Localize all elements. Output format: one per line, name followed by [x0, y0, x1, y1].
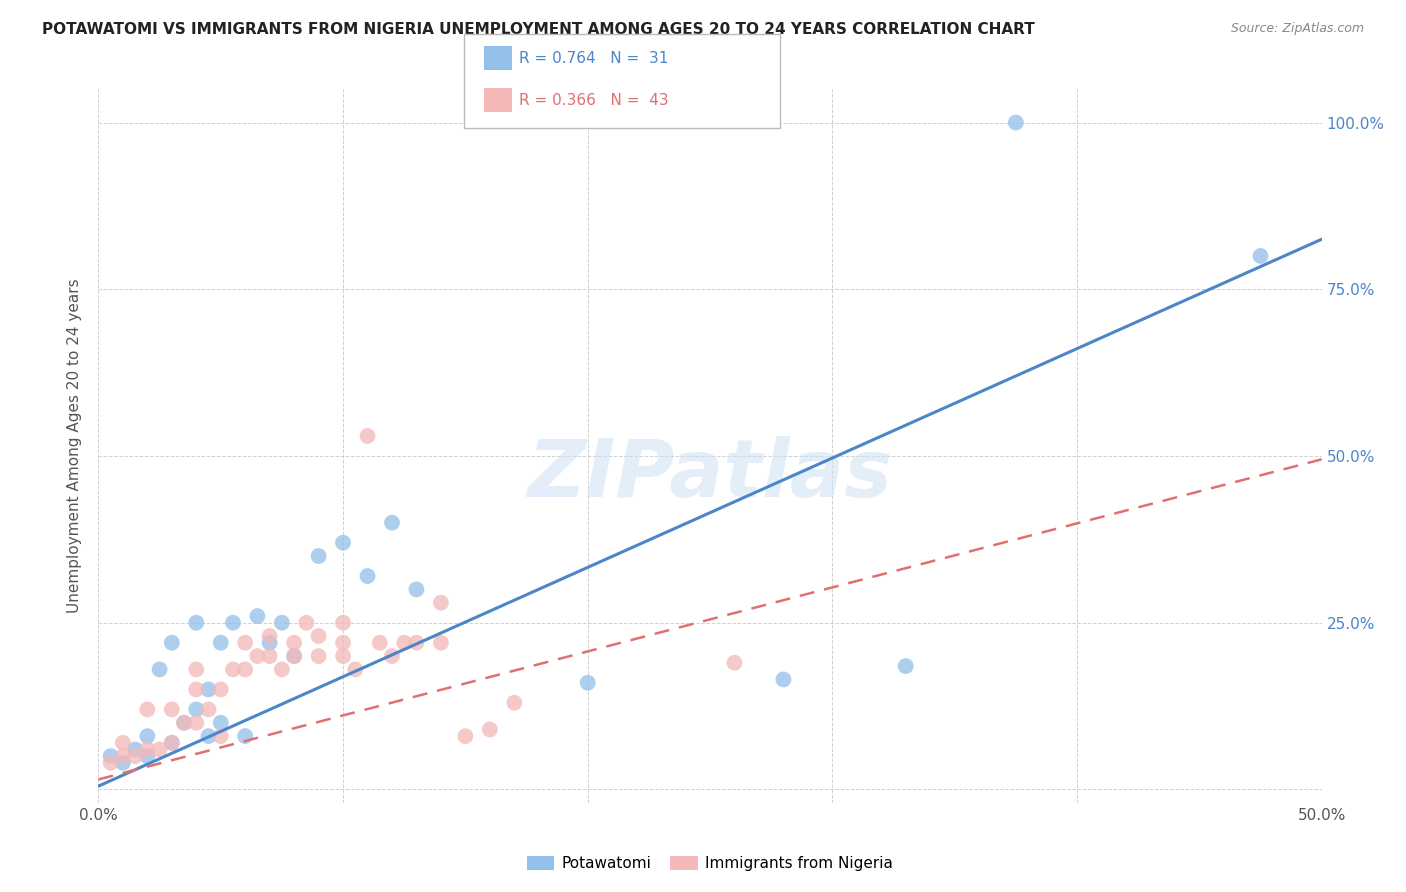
Point: [259, 649, 281, 664]
Point: [576, 675, 599, 690]
Point: [186, 615, 208, 630]
Text: ZIPatlas: ZIPatlas: [527, 435, 893, 514]
Point: [186, 662, 208, 676]
Point: [136, 702, 159, 716]
Point: [308, 649, 330, 664]
Point: [100, 756, 122, 770]
Point: [233, 636, 256, 650]
Point: [503, 696, 526, 710]
Point: [186, 715, 208, 730]
Point: [186, 682, 208, 697]
Point: [124, 749, 146, 764]
Point: [392, 636, 416, 650]
Point: [381, 516, 404, 530]
Point: [308, 549, 330, 563]
Point: [160, 636, 183, 650]
Point: [111, 736, 134, 750]
Point: [332, 535, 354, 549]
Point: [259, 629, 281, 643]
Legend: Potawatomi, Immigrants from Nigeria: Potawatomi, Immigrants from Nigeria: [520, 849, 900, 877]
Point: [246, 649, 269, 664]
Point: [149, 742, 172, 756]
Point: [295, 615, 318, 630]
Point: [259, 636, 281, 650]
Point: [186, 702, 208, 716]
Text: Source: ZipAtlas.com: Source: ZipAtlas.com: [1230, 22, 1364, 36]
Point: [222, 662, 245, 676]
Text: R = 0.366   N =  43: R = 0.366 N = 43: [519, 94, 668, 109]
Point: [149, 662, 172, 676]
Point: [894, 659, 917, 673]
Point: [478, 723, 501, 737]
Point: [173, 715, 195, 730]
Point: [1004, 115, 1026, 129]
Point: [332, 615, 354, 630]
Point: [136, 729, 159, 743]
Text: POTAWATOMI VS IMMIGRANTS FROM NIGERIA UNEMPLOYMENT AMONG AGES 20 TO 24 YEARS COR: POTAWATOMI VS IMMIGRANTS FROM NIGERIA UN…: [42, 22, 1035, 37]
Point: [332, 636, 354, 650]
Point: [209, 682, 232, 697]
Point: [454, 729, 477, 743]
Point: [160, 702, 183, 716]
Point: [772, 673, 794, 687]
Point: [246, 609, 269, 624]
Point: [270, 615, 294, 630]
Point: [270, 662, 294, 676]
Point: [430, 596, 453, 610]
Point: [283, 636, 305, 650]
Text: R = 0.764   N =  31: R = 0.764 N = 31: [519, 51, 668, 66]
Point: [160, 736, 183, 750]
Point: [283, 649, 305, 664]
Point: [308, 629, 330, 643]
Point: [197, 682, 219, 697]
Point: [233, 729, 256, 743]
Point: [344, 662, 367, 676]
Point: [222, 615, 245, 630]
Point: [100, 749, 122, 764]
Point: [209, 715, 232, 730]
Point: [405, 582, 427, 597]
Y-axis label: Unemployment Among Ages 20 to 24 years: Unemployment Among Ages 20 to 24 years: [67, 278, 83, 614]
Point: [209, 636, 232, 650]
Point: [173, 715, 195, 730]
Point: [197, 702, 219, 716]
Point: [381, 649, 404, 664]
Point: [356, 429, 378, 443]
Point: [233, 662, 256, 676]
Point: [136, 742, 159, 756]
Point: [405, 636, 427, 650]
Point: [368, 636, 391, 650]
Point: [124, 742, 146, 756]
Point: [136, 749, 159, 764]
Point: [356, 569, 378, 583]
Point: [160, 736, 183, 750]
Point: [1249, 249, 1271, 263]
Point: [283, 649, 305, 664]
Point: [332, 649, 354, 664]
Point: [430, 636, 453, 650]
Point: [723, 656, 745, 670]
Point: [111, 756, 134, 770]
Point: [111, 749, 134, 764]
Point: [209, 729, 232, 743]
Point: [197, 729, 219, 743]
